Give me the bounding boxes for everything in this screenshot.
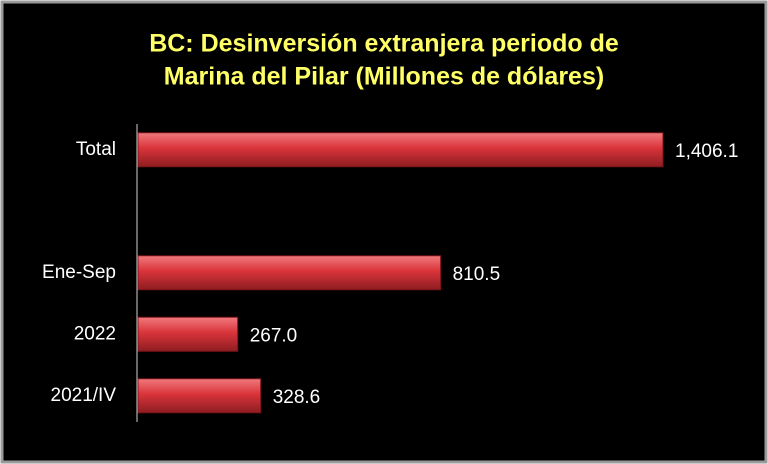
bar xyxy=(137,316,239,352)
y-tick-label: 2022 xyxy=(74,323,116,344)
data-label: 267.0 xyxy=(250,325,298,346)
y-tick-label: Ene-Sep xyxy=(42,262,116,283)
y-tick-label: Total xyxy=(76,139,116,160)
y-tick-label: 2021/IV xyxy=(51,385,117,406)
chart-title: Marina del Pilar (Millones de dólares) xyxy=(164,63,604,91)
data-label: 1,406.1 xyxy=(675,141,738,162)
chart-title: BC: Desinversión extranjera periodo de xyxy=(149,30,619,58)
data-label: 328.6 xyxy=(273,387,321,408)
bar xyxy=(137,378,262,414)
data-label: 810.5 xyxy=(453,264,501,285)
bar xyxy=(137,255,442,291)
bar xyxy=(137,132,664,168)
